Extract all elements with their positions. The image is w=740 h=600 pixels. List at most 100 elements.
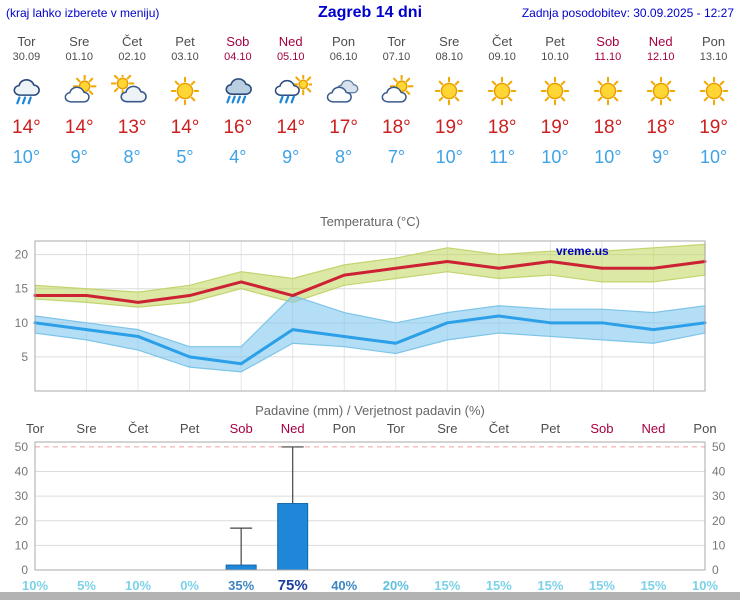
day-name: Sre [439,34,460,49]
day-column-čet-09.10: Čet 09.10 18° 11° [476,28,529,168]
y-axis-tick-label-left: 10 [15,538,29,552]
weather-icon-sunny [159,75,212,107]
day-name: Pet [175,34,195,49]
weather-icon-sunny [687,75,740,107]
day-date: 11.10 [594,51,622,63]
max-temperature: 18° [487,117,517,138]
y-axis-tick-label-left: 0 [21,563,28,577]
min-temperature: 10° [699,147,728,167]
day-name: Pet [545,34,565,49]
precip-probability: 0% [180,578,199,593]
max-temperature: 19° [434,117,464,138]
day-name: Sob [226,34,250,49]
weather-icon-heavy-rain [211,75,264,107]
day-name: Pon [332,34,356,49]
day-name: Čet [122,34,143,49]
day-name: Tor [387,34,406,49]
precip-probability: 15% [640,578,666,593]
min-temperature: 7° [387,147,406,167]
max-temperature: 14° [276,117,306,138]
day-column-sob-11.10: Sob 11.10 18° 10° [581,28,634,168]
y-axis-tick-label: 15 [15,282,29,296]
temperature-chart-title: Temperatura (°C) [320,214,420,229]
min-temperature: 5° [176,147,194,167]
day-column-sre-08.10: Sre 08.10 19° 10° [423,28,476,168]
max-temperature: 14° [64,117,94,138]
y-axis-tick-label: 10 [15,316,29,330]
max-temperature: 17° [329,117,358,138]
y-axis-tick-label-left: 40 [15,465,29,479]
max-temperature: 13° [117,117,147,138]
weather-icon-sunny [634,75,687,107]
day-date: 07.10 [382,51,411,63]
y-axis-tick-label-left: 20 [15,514,29,528]
precip-day-label: Čet [489,421,510,436]
day-column-pon-13.10: Pon 13.10 19° 10° [687,28,740,168]
precip-day-label: Pet [541,421,561,436]
min-temperature: 9° [70,147,88,167]
max-temperature: 14° [12,117,41,138]
max-temperature: 16° [223,117,253,138]
precip-probability: 15% [434,578,460,593]
day-column-tor-30.09: Tor 30.09 14° 10° [0,28,53,168]
y-axis-tick-label-right: 10 [712,538,726,552]
precip-day-label: Tor [26,421,45,436]
max-temperature-line [33,259,707,304]
day-name: Ned [278,34,303,49]
y-axis-tick-label: 20 [15,248,29,262]
y-axis-tick-label-right: 20 [712,514,726,528]
day-date: 30.09 [12,51,41,63]
min-temperature: 10° [541,147,569,167]
precip-probability: 10% [692,578,718,593]
weather-icon-cloudy [317,75,370,107]
precip-day-label: Pet [180,421,200,436]
day-column-ned-12.10: Ned 12.10 18° 9° [634,28,687,168]
plot-border [34,441,706,571]
precip-probability: 35% [228,578,254,593]
min-temperature: 9° [652,147,670,167]
day-column-pon-06.10: Pon 06.10 17° 8° [317,28,370,168]
day-name: Sob [596,34,620,49]
day-date: 06.10 [329,51,358,63]
precip-bar [277,503,309,571]
day-date: 13.10 [699,51,728,63]
weather-icon-sunny [581,75,634,107]
horizontal-scrollbar[interactable] [0,592,740,600]
precip-probability: 15% [537,578,563,593]
weather-icon-sunny [423,75,476,107]
precipitation-chart: Tor Sre Čet Pet Sob Ned Pon Tor Sre Čet Pet Sob Ned P… [15,421,726,594]
max-temperature: 19° [699,117,728,138]
day-date: 02.10 [118,51,146,63]
day-date: 08.10 [435,51,464,63]
min-temperature: 9° [282,147,300,167]
max-temperature: 14° [170,117,200,138]
day-name: Ned [648,34,673,49]
precip-bar [225,564,257,571]
max-temperature: 18° [646,117,676,138]
weather-icon-partly-cloudy [370,74,423,107]
precip-probability: 10% [22,578,48,593]
day-name: Čet [492,34,513,49]
day-column-tor-07.10: Tor 07.10 18° 7° [370,28,423,168]
day-name: Sre [69,34,90,49]
day-date: 09.10 [488,51,516,63]
precip-day-label: Ned [642,421,666,436]
y-axis-tick-label-right: 40 [712,465,726,479]
day-column-čet-02.10: Čet 02.10 13° 8° [106,28,159,168]
precipitation-chart-title: Padavine (mm) / Verjetnost padavin (%) [255,403,485,418]
max-temperature: 19° [540,117,570,138]
min-temperature: 8° [334,147,353,167]
day-column-pet-10.10: Pet 10.10 19° 10° [529,28,582,168]
precip-probability: 40% [331,578,357,593]
weather-icon-partly-cloudy [53,74,106,107]
y-axis-tick-label: 5 [21,350,28,364]
location-menu-hint: (kraj lahko izberete v meniju) [6,6,160,20]
min-temperature: 10° [435,147,463,167]
day-column-sre-01.10: Sre 01.10 14° 9° [53,28,106,168]
y-axis-tick-label-left: 30 [15,489,29,503]
day-date: 04.10 [224,51,252,63]
precip-day-label: Sob [230,421,253,436]
last-updated: Zadnja posodobitev: 30.09.2025 - 12:27 [521,6,734,20]
day-column-ned-05.10: Ned 05.10 14° 9° [264,28,317,168]
precip-probability: 10% [125,578,151,593]
